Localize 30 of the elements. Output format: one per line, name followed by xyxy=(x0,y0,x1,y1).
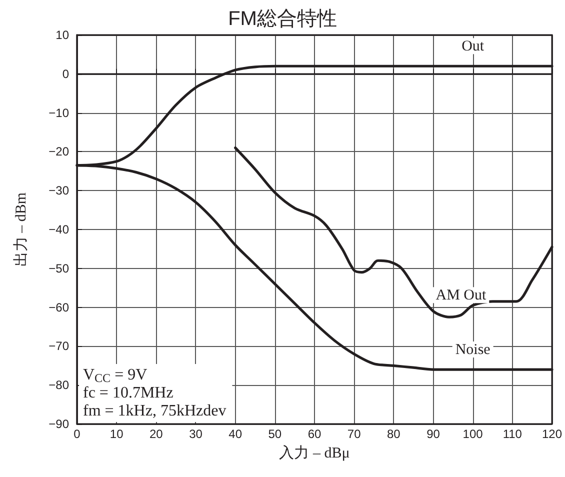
series-label: Out xyxy=(462,38,485,55)
y-tick-label: −50 xyxy=(48,261,70,276)
y-axis-title: 出力 – dBm xyxy=(12,192,30,267)
x-axis-title: 入力 – dBμ xyxy=(279,444,350,462)
y-tick-label: −80 xyxy=(48,378,70,392)
x-tick-label: 40 xyxy=(228,427,242,441)
x-tick-label: 80 xyxy=(386,427,401,441)
y-tick-label: −60 xyxy=(48,300,70,314)
x-tick-label: 50 xyxy=(268,427,282,441)
chart-title: FM総合特性 xyxy=(228,8,337,30)
y-tick-label: −40 xyxy=(48,222,70,236)
series-label: Noise xyxy=(455,342,491,358)
y-tick-label: −10 xyxy=(48,106,70,120)
x-tick-label: 100 xyxy=(462,427,484,441)
y-tick-label: 10 xyxy=(56,28,70,42)
y-tick-label: −20 xyxy=(48,144,70,159)
x-tick-label: 90 xyxy=(426,427,440,441)
y-tick-label: −90 xyxy=(48,417,70,431)
x-tick-label: 70 xyxy=(347,427,362,441)
series-label: AM Out xyxy=(436,288,487,304)
y-tick-label: −70 xyxy=(48,339,70,354)
x-tick-label: 10 xyxy=(110,427,124,441)
x-tick-label: 0 xyxy=(74,427,81,441)
x-tick-label: 120 xyxy=(542,427,562,441)
x-tick-label: 30 xyxy=(189,427,203,441)
x-tick-label: 110 xyxy=(502,427,522,441)
y-tick-label: 0 xyxy=(62,66,70,81)
y-tick-label: −30 xyxy=(48,184,70,198)
x-tick-label: 60 xyxy=(308,427,322,441)
x-tick-label: 20 xyxy=(149,427,164,441)
